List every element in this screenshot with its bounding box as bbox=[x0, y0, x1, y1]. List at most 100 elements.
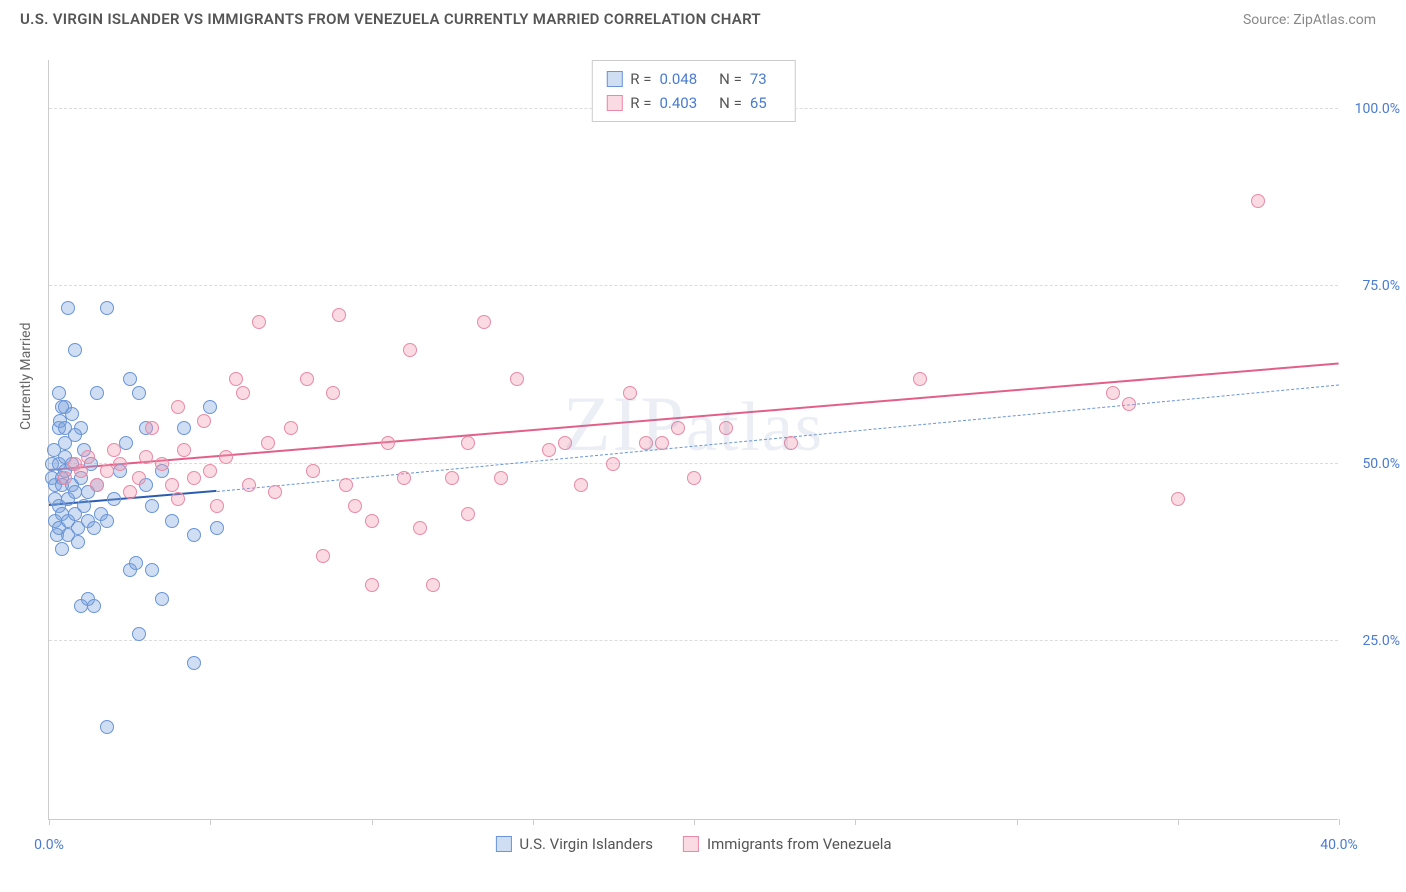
data-point bbox=[719, 421, 733, 435]
data-point bbox=[90, 386, 104, 400]
data-point bbox=[100, 720, 114, 734]
data-point bbox=[229, 372, 243, 386]
data-point bbox=[510, 372, 524, 386]
data-point bbox=[61, 301, 75, 315]
data-point bbox=[1106, 386, 1120, 400]
data-point bbox=[65, 407, 79, 421]
r-value-1: 0.048 bbox=[659, 67, 697, 91]
y-tick-label: 75.0% bbox=[1345, 278, 1400, 294]
data-point bbox=[55, 542, 69, 556]
data-point bbox=[155, 457, 169, 471]
x-tick bbox=[855, 819, 856, 825]
data-point bbox=[242, 478, 256, 492]
swatch-series-1-bottom bbox=[495, 836, 511, 852]
data-point bbox=[606, 457, 620, 471]
x-tick-label: 40.0% bbox=[1320, 837, 1358, 853]
data-point bbox=[671, 421, 685, 435]
data-point bbox=[87, 521, 101, 535]
swatch-series-1 bbox=[606, 71, 622, 87]
data-point bbox=[58, 471, 72, 485]
y-tick-label: 50.0% bbox=[1345, 456, 1400, 472]
data-point bbox=[145, 499, 159, 513]
y-axis-label: Currently Married bbox=[18, 323, 34, 430]
data-point bbox=[306, 464, 320, 478]
data-point bbox=[74, 464, 88, 478]
data-point bbox=[261, 436, 275, 450]
data-point bbox=[477, 315, 491, 329]
data-point bbox=[203, 400, 217, 414]
data-point bbox=[332, 308, 346, 322]
correlation-legend: R = 0.048 N = 73 R = 0.403 N = 65 bbox=[591, 60, 795, 122]
data-point bbox=[87, 599, 101, 613]
data-point bbox=[197, 414, 211, 428]
data-point bbox=[542, 443, 556, 457]
x-tick bbox=[1178, 819, 1179, 825]
data-point bbox=[413, 521, 427, 535]
x-tick bbox=[49, 819, 50, 825]
data-point bbox=[348, 499, 362, 513]
series-legend: U.S. Virgin Islanders Immigrants from Ve… bbox=[495, 835, 891, 853]
data-point bbox=[71, 535, 85, 549]
data-point bbox=[687, 471, 701, 485]
data-point bbox=[187, 471, 201, 485]
data-point bbox=[68, 343, 82, 357]
x-tick-label: 0.0% bbox=[34, 837, 64, 853]
data-point bbox=[68, 428, 82, 442]
data-point bbox=[165, 478, 179, 492]
legend-item-1: U.S. Virgin Islanders bbox=[495, 835, 653, 853]
series-2-name: Immigrants from Venezuela bbox=[707, 835, 892, 853]
data-point bbox=[326, 386, 340, 400]
chart-title: U.S. VIRGIN ISLANDER VS IMMIGRANTS FROM … bbox=[20, 10, 761, 28]
gridline bbox=[49, 285, 1338, 286]
data-point bbox=[100, 464, 114, 478]
data-point bbox=[426, 578, 440, 592]
data-point bbox=[187, 656, 201, 670]
data-point bbox=[210, 499, 224, 513]
data-point bbox=[365, 578, 379, 592]
data-point bbox=[365, 514, 379, 528]
gridline bbox=[49, 463, 1338, 464]
data-point bbox=[203, 464, 217, 478]
swatch-series-2-bottom bbox=[683, 836, 699, 852]
data-point bbox=[81, 450, 95, 464]
x-tick bbox=[694, 819, 695, 825]
data-point bbox=[165, 514, 179, 528]
data-point bbox=[132, 386, 146, 400]
data-point bbox=[639, 436, 653, 450]
data-point bbox=[107, 492, 121, 506]
data-point bbox=[90, 478, 104, 492]
x-tick bbox=[533, 819, 534, 825]
data-point bbox=[913, 372, 927, 386]
data-point bbox=[339, 478, 353, 492]
n-value-2: 65 bbox=[750, 91, 767, 115]
r-value-2: 0.403 bbox=[659, 91, 697, 115]
legend-row-series-1: R = 0.048 N = 73 bbox=[606, 67, 780, 91]
data-point bbox=[139, 450, 153, 464]
y-tick-label: 100.0% bbox=[1345, 101, 1400, 117]
data-point bbox=[784, 436, 798, 450]
swatch-series-2 bbox=[606, 95, 622, 111]
data-point bbox=[145, 563, 159, 577]
data-point bbox=[300, 372, 314, 386]
data-point bbox=[107, 443, 121, 457]
data-point bbox=[461, 507, 475, 521]
data-point bbox=[1122, 397, 1136, 411]
data-point bbox=[100, 514, 114, 528]
data-point bbox=[623, 386, 637, 400]
data-point bbox=[210, 521, 224, 535]
data-point bbox=[171, 400, 185, 414]
source-label: Source: ZipAtlas.com bbox=[1243, 12, 1376, 28]
series-1-name: U.S. Virgin Islanders bbox=[519, 835, 653, 853]
data-point bbox=[268, 485, 282, 499]
data-point bbox=[77, 499, 91, 513]
gridline bbox=[49, 640, 1338, 641]
data-point bbox=[655, 436, 669, 450]
x-tick bbox=[1017, 819, 1018, 825]
data-point bbox=[252, 315, 266, 329]
data-point bbox=[177, 443, 191, 457]
data-point bbox=[187, 528, 201, 542]
data-point bbox=[171, 492, 185, 506]
data-point bbox=[558, 436, 572, 450]
data-point bbox=[145, 421, 159, 435]
n-value-1: 73 bbox=[750, 67, 767, 91]
